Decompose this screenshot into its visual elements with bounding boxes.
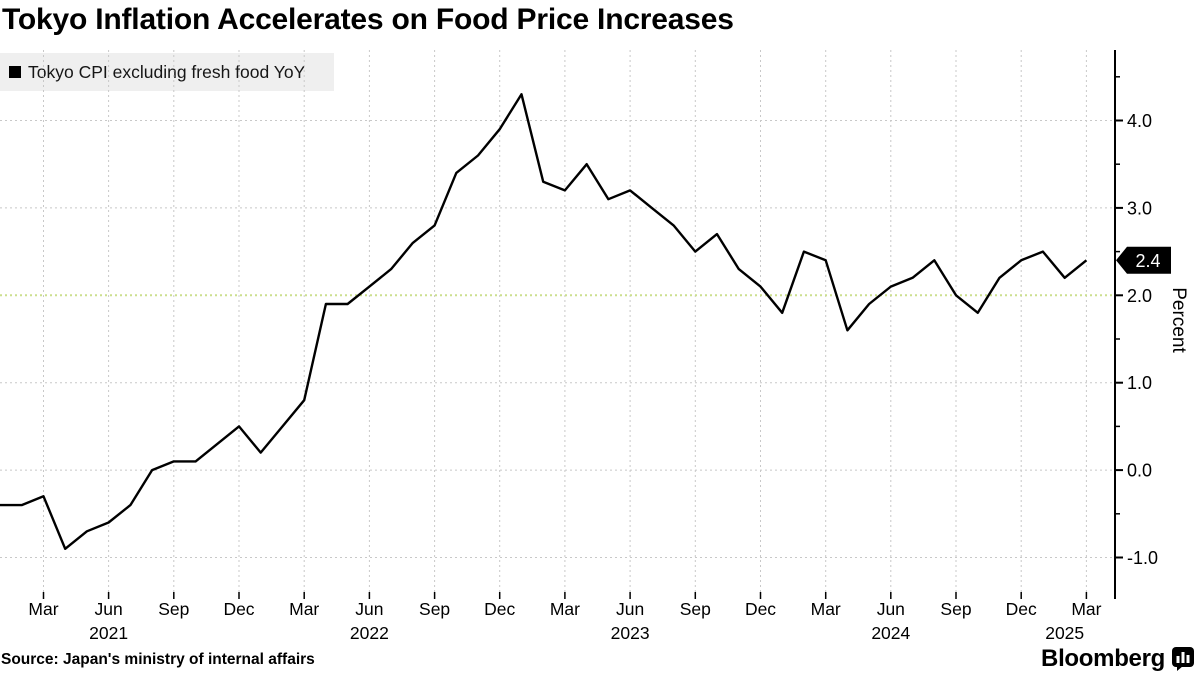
cpi-line-series [0,93,1088,550]
y-tick-label: 2.0 [1127,286,1152,306]
source-note: Source: Japan's ministry of internal aff… [1,651,315,668]
legend-swatch-icon [9,66,21,78]
x-tick-label: Jun [877,599,905,619]
x-tick-label: Mar [811,599,841,619]
y-axis-title: Percent [1168,287,1189,353]
last-value-badge-text: 2.4 [1135,251,1160,271]
x-tick-label: Sep [940,599,971,619]
x-year-label: 2021 [89,623,128,643]
x-tick-label: Sep [158,599,189,619]
x-tick-label: Mar [28,599,58,619]
x-tick-label: Dec [223,599,254,619]
x-year-label: 2025 [1045,623,1084,643]
x-tick-label: Mar [1071,599,1101,619]
chart-title: Tokyo Inflation Accelerates on Food Pric… [2,3,734,36]
bloomberg-chart-bubble-icon [1172,647,1194,671]
last-value-badge [1116,246,1171,274]
y-tick-label: 1.0 [1127,373,1152,393]
x-tick-label: Mar [289,599,319,619]
x-tick-label: Jun [616,599,644,619]
y-tick-label: 0.0 [1127,461,1152,481]
x-tick-label: Jun [355,599,383,619]
bloomberg-logo: Bloomberg [1041,645,1194,673]
bloomberg-wordmark: Bloomberg [1041,645,1165,672]
legend: Tokyo CPI excluding fresh food YoY [0,53,334,91]
x-year-label: 2024 [871,623,910,643]
x-tick-label: Mar [550,599,580,619]
y-tick-label: -1.0 [1127,548,1158,568]
x-year-label: 2022 [350,623,389,643]
x-tick-label: Dec [745,599,776,619]
x-tick-label: Sep [680,599,711,619]
y-tick-label: 4.0 [1127,111,1152,131]
x-tick-label: Jun [94,599,122,619]
legend-label: Tokyo CPI excluding fresh food YoY [28,61,306,82]
x-tick-label: Sep [419,599,450,619]
y-tick-label: 3.0 [1127,198,1152,218]
x-year-label: 2023 [611,623,650,643]
x-tick-label: Dec [484,599,515,619]
x-tick-label: Dec [1006,599,1037,619]
